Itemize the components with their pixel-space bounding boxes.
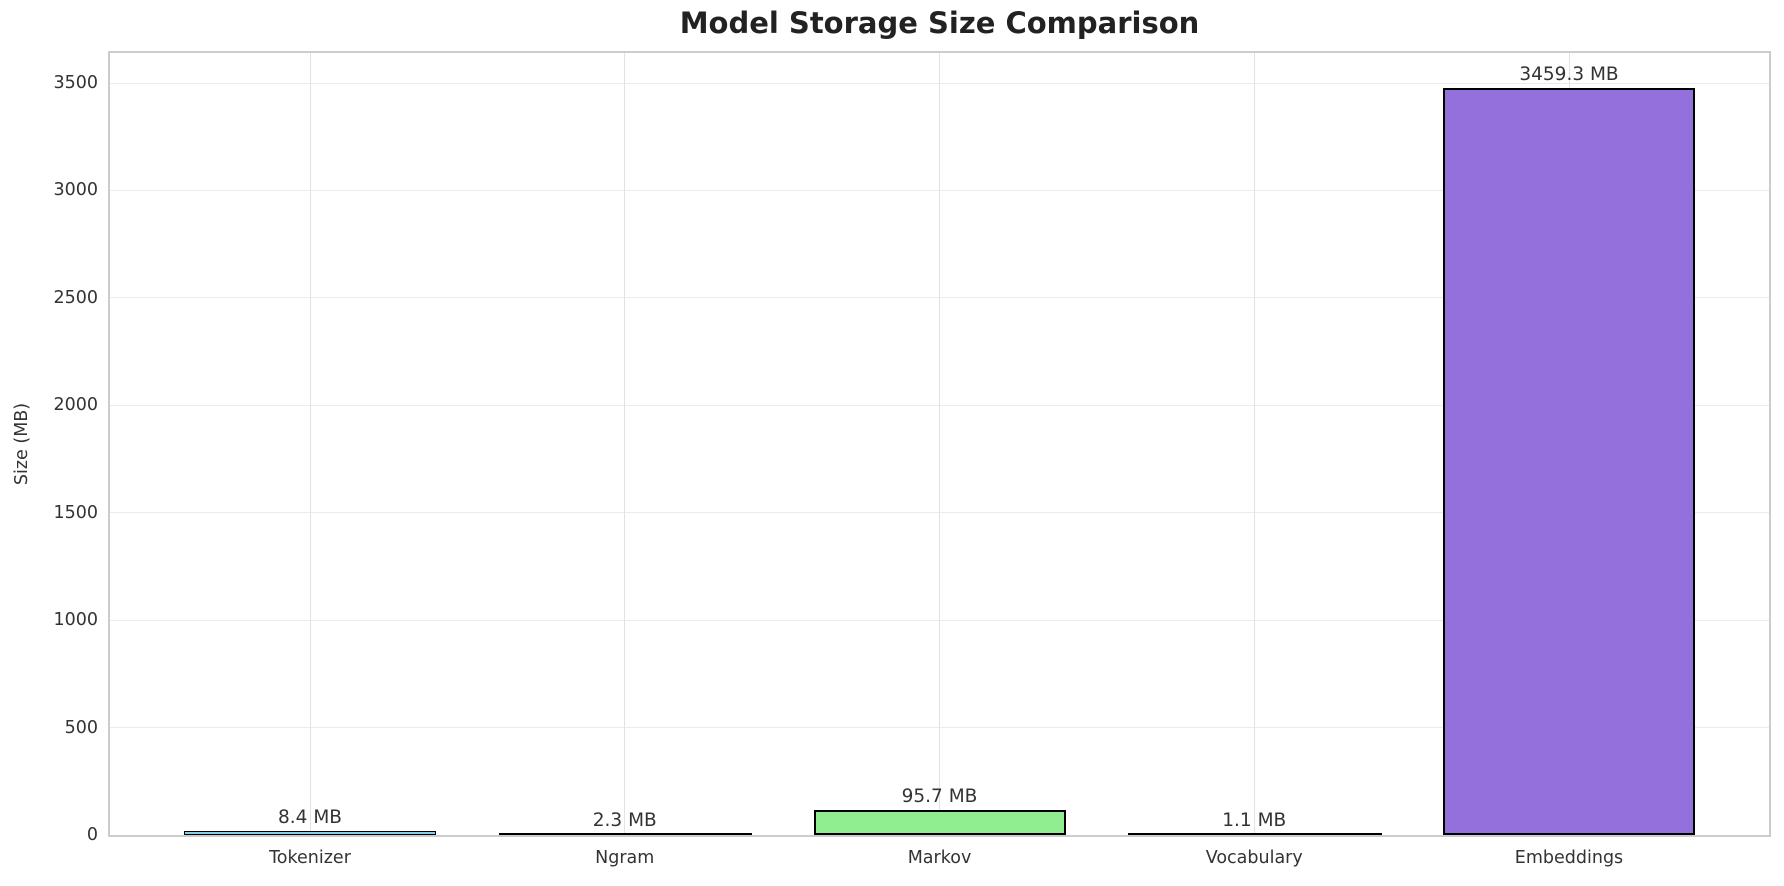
y-tick-label: 2500 [53,287,98,308]
bar-markov [813,810,1066,835]
bar-ngram [498,832,753,835]
y-tick-label: 3000 [53,180,98,201]
bar-value-label: 3459.3 MB [1519,63,1619,85]
y-tick-label: 1500 [53,502,98,523]
bar-tokenizer [184,831,437,835]
y-tick-label: 0 [86,825,98,845]
x-tick-label: Tokenizer [269,848,351,868]
x-tick-label: Ngram [595,848,655,868]
v-gridline [624,53,626,835]
v-gridline [939,53,940,835]
bar-value-label: 2.3 MB [592,810,657,832]
x-tick-label: Embeddings [1514,848,1624,868]
v-gridline [309,53,311,835]
y-tick-label: 500 [64,717,98,738]
plot-area: 8.4 MB 2.3 MB 95.7 MB 1.1 MB 3459.3 MB [108,51,1771,837]
v-gridline [1253,53,1255,835]
chart-title: Model Storage Size Comparison [679,6,1200,40]
bar-value-label: 8.4 MB [278,807,342,829]
bar-value-label: 95.7 MB [901,786,978,808]
x-tick-label: Vocabulary [1205,848,1303,868]
y-tick-label: 1000 [53,610,98,631]
x-tick-label: Markov [907,848,972,868]
bar-embeddings [1443,87,1695,835]
bar-value-label: 1.1 MB [1222,810,1287,832]
y-tick-label: 3500 [53,73,98,94]
bar-vocabulary [1128,832,1382,835]
y-tick-label: 2000 [53,395,98,416]
